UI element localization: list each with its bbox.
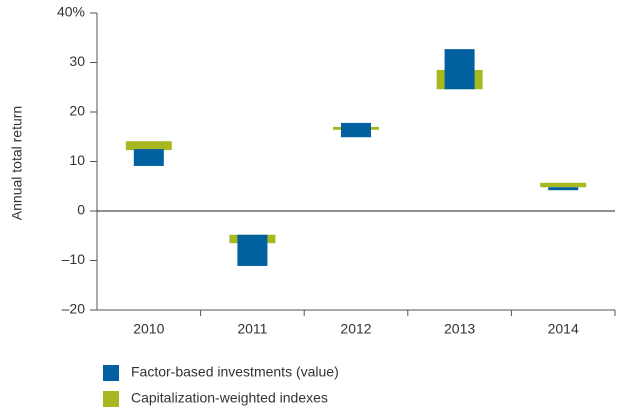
bar [540,182,587,188]
y-axis-label: Annual total return [9,106,25,220]
x-tick-label: 2010 [133,321,164,337]
y-tick-label: 10 [69,152,85,168]
bar [341,122,371,138]
x-tick-label: 2014 [548,321,579,337]
y-tick-label: 30 [69,53,85,69]
bar [548,187,579,191]
y-tick-label: –20 [62,301,86,317]
legend-swatch [103,391,119,407]
x-tick-label: 2012 [340,321,371,337]
legend-label: Factor-based investments (value) [131,364,339,380]
legend-swatch [103,365,119,381]
y-tick-label: 0 [77,202,85,218]
x-tick-label: 2011 [237,321,267,337]
bar [444,49,475,90]
y-tick-label: 40% [57,4,85,20]
bar [237,234,268,266]
x-tick-label: 2013 [444,321,475,337]
y-tick-label: 20 [69,103,85,119]
bar [125,141,172,151]
legend-label: Capitalization-weighted indexes [131,390,328,406]
bar [133,149,164,166]
y-tick-label: –10 [62,251,86,267]
